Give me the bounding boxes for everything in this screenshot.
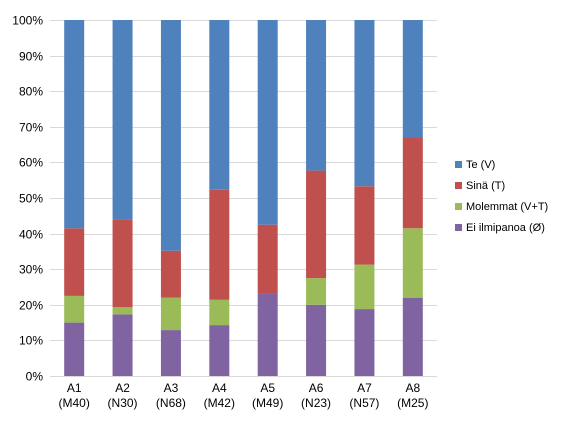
x-tick-label: (N57) xyxy=(349,396,379,410)
bar-segment xyxy=(354,309,375,376)
bar-segment xyxy=(209,20,230,190)
bar-segment xyxy=(160,250,181,298)
bar-segment xyxy=(306,20,327,171)
y-tick-label: 100% xyxy=(12,14,43,28)
bar-segment xyxy=(160,297,181,331)
y-tick-label: 90% xyxy=(19,50,43,64)
bar-segment xyxy=(402,20,423,138)
bar-segment xyxy=(257,224,278,294)
bar-segment xyxy=(306,304,327,376)
bar-segment xyxy=(112,307,133,315)
bar-segment xyxy=(354,20,375,187)
x-tick-label: (M42) xyxy=(204,396,235,410)
bar-segment xyxy=(209,325,230,376)
bar-segment xyxy=(112,314,133,376)
y-tick-label: 80% xyxy=(19,85,43,99)
y-tick-label: 50% xyxy=(19,192,43,206)
x-tick-label: A6 xyxy=(309,381,324,395)
x-tick-label: (M25) xyxy=(397,396,428,410)
x-tick-label: (M40) xyxy=(59,396,90,410)
legend-swatch xyxy=(455,203,462,210)
gridlines xyxy=(50,20,437,341)
bar-segment xyxy=(306,170,327,279)
legend: Te (V) Sinä (T) Molemmat (V+T) Ei ilmipanoa… xyxy=(455,159,548,234)
bar-segment xyxy=(354,264,375,310)
bar-segment xyxy=(257,293,278,376)
bar-segment xyxy=(64,20,85,229)
y-tick-label: 60% xyxy=(19,156,43,170)
bar-segment xyxy=(306,278,327,305)
x-tick-label: A1 xyxy=(67,381,82,395)
legend-swatch xyxy=(455,161,462,168)
bar-segment xyxy=(354,186,375,265)
x-tick-label: (N30) xyxy=(108,396,138,410)
bar-segment xyxy=(257,20,278,225)
bar-segment xyxy=(64,322,85,376)
bar-segment xyxy=(402,228,423,298)
y-tick-label: 0% xyxy=(26,370,44,384)
bar-segment xyxy=(209,189,230,300)
x-tick-label: A7 xyxy=(357,381,372,395)
bars xyxy=(64,20,423,376)
x-tick-label: (N68) xyxy=(156,396,186,410)
y-tick-label: 30% xyxy=(19,263,43,277)
x-tick-label: (N23) xyxy=(301,396,331,410)
bar-segment xyxy=(402,297,423,376)
bar-segment xyxy=(112,219,133,308)
x-tick-label: A8 xyxy=(405,381,420,395)
bar-segment xyxy=(160,330,181,376)
x-axis: A1(M40) A2(N30) A3(N68) A4(M42) A5(M49) A6(N2… xyxy=(50,376,437,410)
legend-label: Molemmat (V+T) xyxy=(466,201,548,213)
y-tick-label: 20% xyxy=(19,299,43,313)
x-tick-label: (M49) xyxy=(252,396,283,410)
bar-segment xyxy=(64,228,85,296)
legend-swatch xyxy=(455,224,462,231)
x-tick-label: A4 xyxy=(212,381,227,395)
legend-label: Sinä (T) xyxy=(466,180,505,192)
y-tick-label: 40% xyxy=(19,228,43,242)
x-tick-label: A2 xyxy=(115,381,130,395)
bar-segment xyxy=(112,20,133,220)
legend-swatch xyxy=(455,182,462,189)
x-tick-label: A3 xyxy=(164,381,179,395)
y-axis-tick-labels: 0% 10% 20% 30% 40% 50% 60% 70% 80% 90% 100% xyxy=(12,14,43,384)
x-tick-label: A5 xyxy=(260,381,275,395)
bar-segment xyxy=(160,20,181,251)
legend-label: Te (V) xyxy=(466,159,495,171)
bar-segment xyxy=(402,137,423,229)
y-tick-label: 10% xyxy=(19,334,43,348)
y-tick-label: 70% xyxy=(19,121,43,135)
legend-label: Ei ilmipanoa (Ø) xyxy=(466,222,545,234)
bar-segment xyxy=(64,295,85,323)
bar-segment xyxy=(209,299,230,326)
